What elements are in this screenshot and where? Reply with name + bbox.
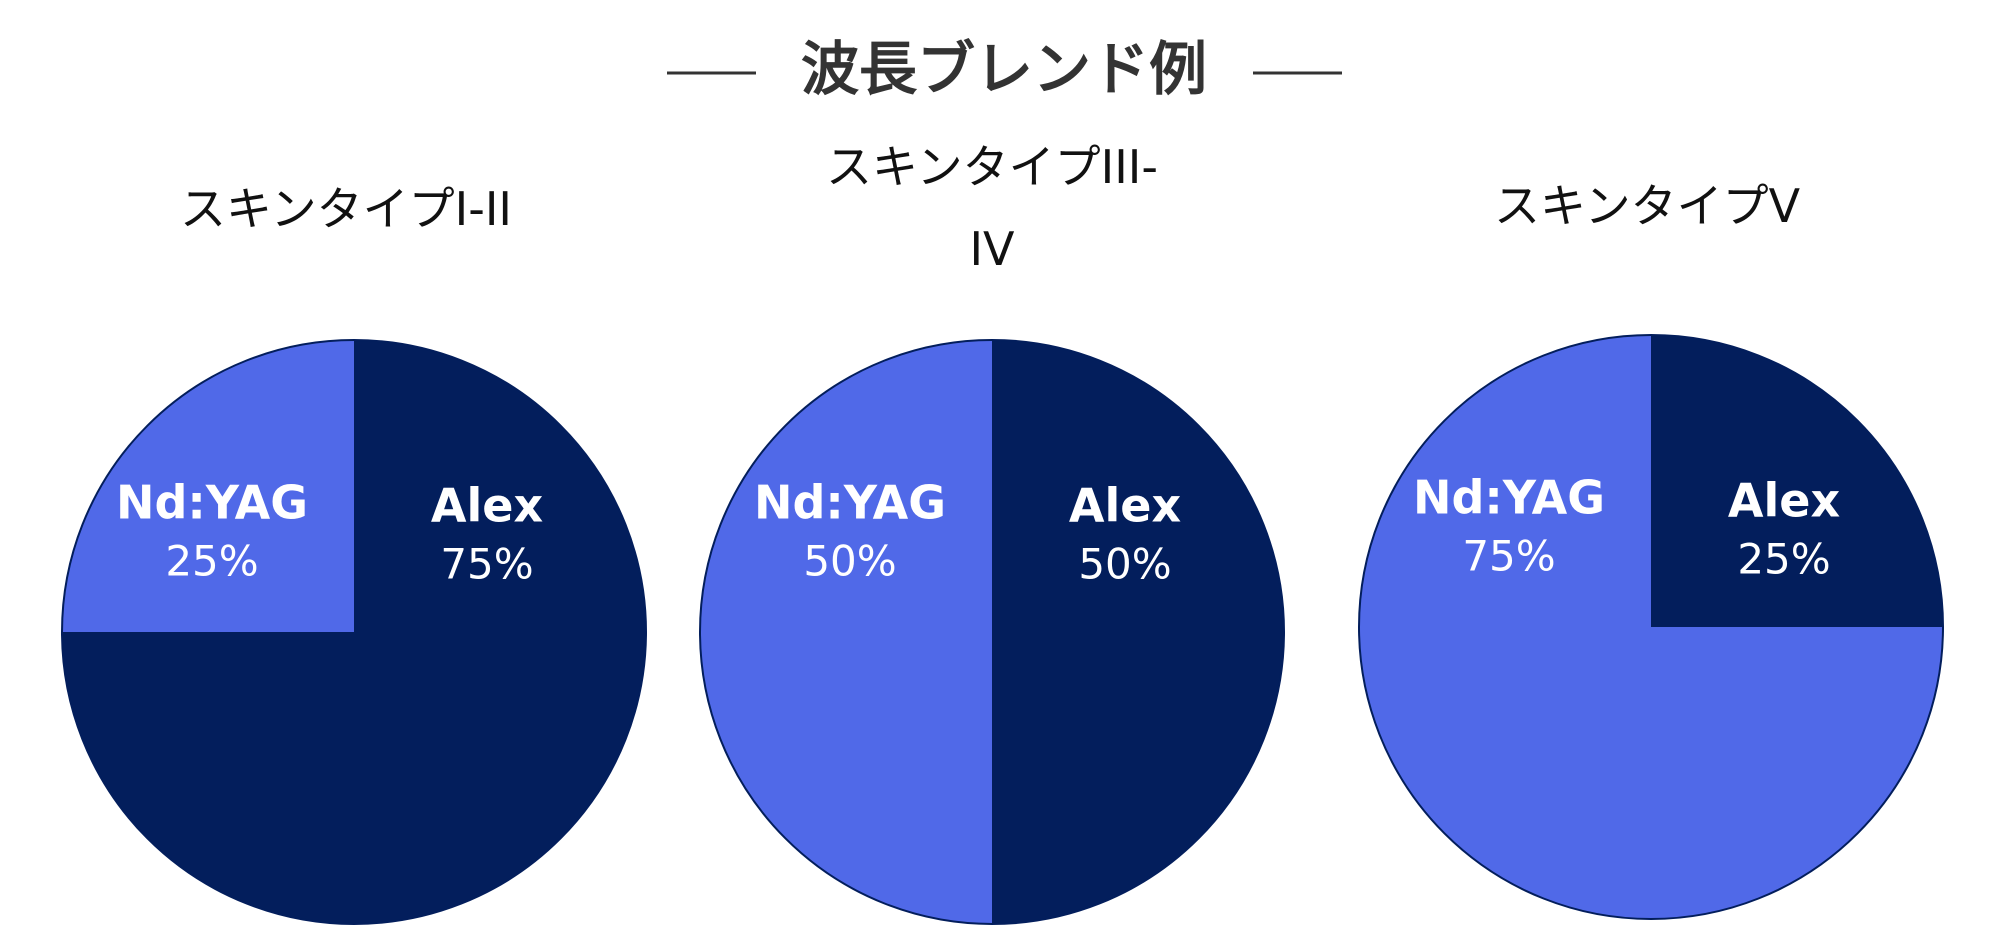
slice-label: Alex [1069, 479, 1181, 533]
pie-slice [1359, 335, 1943, 919]
pie-slice [62, 340, 354, 632]
slice-label: Nd:YAG [116, 476, 308, 530]
slice-value-label: 50% [1078, 540, 1171, 589]
slice-label: Nd:YAG [754, 476, 946, 530]
slice-label: Alex [1728, 474, 1840, 528]
pie-slice [992, 340, 1284, 924]
pie-title: スキンタイプV [1493, 179, 1801, 233]
slice-value-label: 25% [165, 537, 258, 586]
slice-value-label: 25% [1737, 535, 1830, 584]
slice-label: Alex [431, 479, 543, 533]
pie-slice [1651, 335, 1943, 627]
pie-slice [700, 340, 992, 924]
slice-value-label: 50% [803, 537, 896, 586]
pie-outline [699, 339, 1285, 925]
pie-title: スキンタイプI-II [180, 182, 512, 236]
pie-outline [1358, 334, 1944, 920]
slice-value-label: 75% [1462, 532, 1555, 581]
slice-value-label: 75% [440, 540, 533, 589]
pie-title: スキンタイプIII-IV [826, 140, 1158, 276]
page-title: 波長ブレンド例 [801, 35, 1207, 103]
slice-label: Nd:YAG [1413, 471, 1605, 525]
pie-outline [61, 339, 647, 925]
